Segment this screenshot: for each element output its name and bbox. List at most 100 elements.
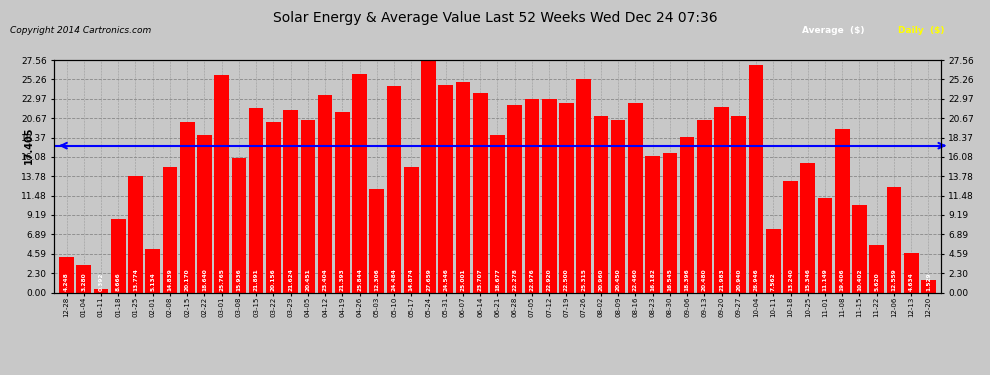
Text: 17.405: 17.405 xyxy=(24,127,34,164)
Text: 14.874: 14.874 xyxy=(409,268,414,291)
Bar xyxy=(232,158,247,292)
Text: 13.774: 13.774 xyxy=(133,268,138,291)
Text: 7.562: 7.562 xyxy=(771,273,776,291)
Text: 5.134: 5.134 xyxy=(150,273,155,291)
Bar xyxy=(197,135,212,292)
Text: 22.460: 22.460 xyxy=(633,268,638,291)
Bar xyxy=(59,256,74,292)
Bar xyxy=(887,186,901,292)
Text: 18.396: 18.396 xyxy=(685,268,690,291)
Bar xyxy=(645,156,660,292)
Text: 15.936: 15.936 xyxy=(237,268,242,291)
Bar xyxy=(180,122,194,292)
Bar xyxy=(94,289,108,292)
Text: 22.976: 22.976 xyxy=(530,268,535,291)
Bar xyxy=(421,59,436,292)
Text: Daily  ($): Daily ($) xyxy=(898,26,944,36)
Text: 25.001: 25.001 xyxy=(460,268,465,291)
Text: 20.480: 20.480 xyxy=(702,268,707,291)
Bar xyxy=(283,110,298,292)
Text: 25.844: 25.844 xyxy=(357,268,362,291)
Text: 22.920: 22.920 xyxy=(546,268,551,291)
Text: 24.546: 24.546 xyxy=(444,268,448,291)
Bar xyxy=(215,75,229,292)
Text: 15.346: 15.346 xyxy=(805,268,810,291)
Text: 26.946: 26.946 xyxy=(753,268,758,291)
Text: 21.891: 21.891 xyxy=(253,268,258,291)
Text: 22.500: 22.500 xyxy=(564,268,569,291)
Text: 4.634: 4.634 xyxy=(909,273,914,291)
Bar xyxy=(301,120,315,292)
Text: Copyright 2014 Cartronics.com: Copyright 2014 Cartronics.com xyxy=(10,26,151,35)
Bar xyxy=(455,82,470,292)
Text: 22.278: 22.278 xyxy=(512,268,517,291)
Bar xyxy=(508,105,522,292)
Text: 27.659: 27.659 xyxy=(426,268,431,291)
Text: 12.306: 12.306 xyxy=(374,268,379,291)
Text: 3.280: 3.280 xyxy=(81,273,86,291)
Bar xyxy=(525,99,540,292)
Text: 20.960: 20.960 xyxy=(598,269,603,291)
Text: Solar Energy & Average Value Last 52 Weeks Wed Dec 24 07:36: Solar Energy & Average Value Last 52 Wee… xyxy=(272,11,718,25)
Bar xyxy=(76,265,91,292)
Bar xyxy=(162,167,177,292)
Bar xyxy=(628,103,643,292)
Text: 25.315: 25.315 xyxy=(581,268,586,291)
Bar xyxy=(369,189,384,292)
Text: 13.240: 13.240 xyxy=(788,268,793,291)
Bar xyxy=(404,167,419,292)
Text: 11.149: 11.149 xyxy=(823,268,828,291)
Bar xyxy=(559,103,574,292)
Text: 23.707: 23.707 xyxy=(478,268,483,291)
Bar xyxy=(662,153,677,292)
Text: 8.666: 8.666 xyxy=(116,273,121,291)
Text: 21.393: 21.393 xyxy=(340,268,345,291)
Bar xyxy=(576,79,591,292)
Text: 25.765: 25.765 xyxy=(219,268,224,291)
Bar xyxy=(783,181,798,292)
Bar xyxy=(904,254,919,292)
Bar xyxy=(248,108,263,292)
Bar xyxy=(439,86,453,292)
Text: 18.677: 18.677 xyxy=(495,268,500,291)
Bar xyxy=(748,65,763,292)
Bar xyxy=(352,75,367,292)
Bar xyxy=(714,107,729,292)
Text: 20.170: 20.170 xyxy=(185,268,190,291)
Bar xyxy=(128,176,143,292)
Bar xyxy=(318,95,333,292)
Text: 20.450: 20.450 xyxy=(616,268,621,291)
Bar xyxy=(766,229,780,292)
Bar xyxy=(387,86,401,292)
Bar xyxy=(111,219,126,292)
Text: 10.402: 10.402 xyxy=(857,268,862,291)
Bar xyxy=(801,163,815,292)
Bar xyxy=(852,205,867,292)
Text: 16.545: 16.545 xyxy=(667,268,672,291)
Text: Average  ($): Average ($) xyxy=(803,26,865,36)
Text: 12.559: 12.559 xyxy=(891,268,897,291)
Bar xyxy=(611,120,626,292)
Text: 23.404: 23.404 xyxy=(323,268,328,291)
Text: 5.620: 5.620 xyxy=(874,273,879,291)
Text: 24.484: 24.484 xyxy=(392,268,397,291)
Text: 21.624: 21.624 xyxy=(288,268,293,291)
Bar xyxy=(594,116,608,292)
Bar xyxy=(921,280,936,292)
Bar xyxy=(732,116,746,292)
Bar xyxy=(473,93,487,292)
Text: 16.182: 16.182 xyxy=(650,268,655,291)
Text: 1.529: 1.529 xyxy=(926,273,931,291)
Text: 0.392: 0.392 xyxy=(98,273,104,291)
Bar xyxy=(818,198,833,292)
Text: 21.983: 21.983 xyxy=(719,268,724,291)
Text: 20.156: 20.156 xyxy=(271,268,276,291)
Bar xyxy=(146,249,160,292)
Bar xyxy=(869,245,884,292)
Bar xyxy=(835,129,849,292)
Text: 19.406: 19.406 xyxy=(840,268,844,291)
Text: 18.640: 18.640 xyxy=(202,268,207,291)
Text: 20.451: 20.451 xyxy=(305,268,310,291)
Text: 14.839: 14.839 xyxy=(167,268,172,291)
Text: 20.940: 20.940 xyxy=(737,269,742,291)
